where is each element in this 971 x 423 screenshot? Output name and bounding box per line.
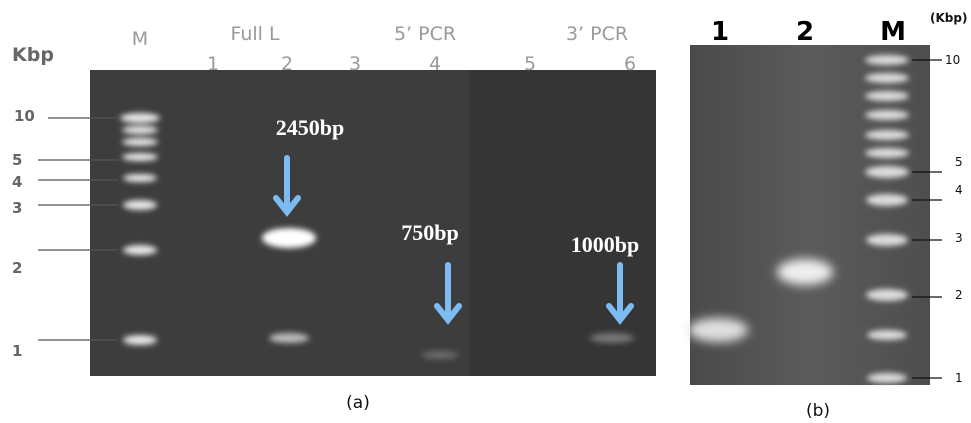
- size-label: 2: [955, 288, 963, 302]
- caption: (b): [806, 401, 830, 421]
- size-label: 3: [955, 231, 963, 245]
- size-label: 3: [12, 199, 22, 217]
- group-label: Full L: [230, 23, 280, 45]
- gel-shade: [470, 70, 656, 376]
- size-label: 5: [955, 155, 963, 169]
- lane-label: 6: [624, 53, 636, 75]
- band: [269, 333, 309, 343]
- band-label: 1000bp: [571, 232, 639, 257]
- size-label: 10: [14, 107, 35, 125]
- band: [777, 259, 833, 285]
- group-label: 3’ PCR: [566, 23, 628, 45]
- panel-b: 1 2 M (Kbp) 10 5 4 3 2 1 (b): [688, 11, 967, 421]
- lane-label: 4: [429, 53, 441, 75]
- panel-a: Kbp M Full L 5’ PCR 3’ PCR 1 2 3 4 5 6 1…: [12, 23, 656, 413]
- figure: Kbp M Full L 5’ PCR 3’ PCR 1 2 3 4 5 6 1…: [0, 0, 971, 423]
- band: [590, 333, 634, 343]
- band-label: 2450bp: [276, 115, 344, 140]
- group-label: 5’ PCR: [394, 23, 456, 45]
- size-label: 10: [945, 53, 960, 67]
- lane-label: M: [880, 17, 906, 47]
- size-label: 4: [12, 173, 22, 191]
- size-label: 5: [12, 151, 22, 169]
- marker-lane: M: [132, 28, 148, 50]
- unit: Kbp: [12, 44, 54, 66]
- lane-label: 1: [711, 17, 729, 47]
- lane-label: 5: [524, 53, 536, 75]
- lane-label: 2: [796, 17, 814, 47]
- size-label: 2: [12, 259, 22, 277]
- size-label: 4: [955, 183, 963, 197]
- band: [688, 318, 748, 342]
- lane-label: 3: [349, 53, 361, 75]
- caption: (a): [346, 393, 370, 413]
- band: [262, 228, 316, 248]
- band-label: 750bp: [401, 220, 458, 245]
- lane-label: 1: [207, 53, 219, 75]
- unit: (Kbp): [930, 11, 967, 25]
- size-label: 1: [12, 342, 22, 360]
- size-label: 1: [955, 371, 963, 385]
- band: [422, 351, 458, 359]
- lane-label: 2: [281, 53, 293, 75]
